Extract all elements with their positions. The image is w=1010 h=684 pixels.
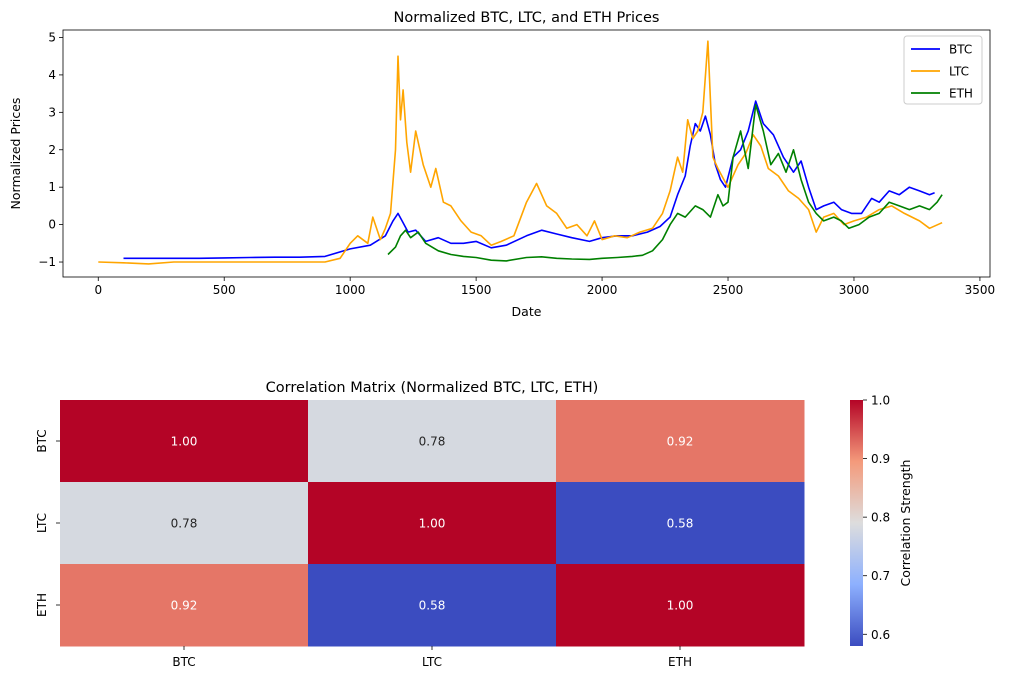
x-tick-label: 2500 — [713, 283, 744, 297]
heatmap-x-label: LTC — [422, 655, 442, 669]
heatmap-cell — [556, 482, 805, 565]
series-line-ltc — [98, 40, 943, 265]
series-group — [98, 40, 943, 265]
heatmap-cell-value: 0.78 — [171, 517, 198, 531]
heatmap-cell-value: 0.92 — [171, 599, 198, 613]
x-tick-label: 3000 — [839, 283, 870, 297]
y-tick-label: 0 — [48, 218, 56, 232]
y-tick-label: −1 — [38, 255, 56, 269]
heatmap-cell — [60, 482, 309, 565]
line-chart-title: Normalized BTC, LTC, and ETH Prices — [394, 10, 660, 26]
heatmap-title: Correlation Matrix (Normalized BTC, LTC,… — [266, 380, 599, 396]
heatmap-cell-value: 0.92 — [667, 435, 694, 449]
legend-label: LTC — [949, 65, 969, 79]
x-tick-label: 2000 — [587, 283, 618, 297]
heatmap-cell — [556, 564, 805, 647]
heatmap-cell — [60, 564, 309, 647]
heatmap-cell — [308, 400, 557, 483]
heatmap-cell-value: 1.00 — [171, 435, 198, 449]
heatmap-cell — [60, 400, 309, 483]
colorbar-tick-label: 1.0 — [871, 394, 890, 408]
y-axis-label: Normalized Prices — [8, 98, 23, 210]
x-tick-label: 1000 — [335, 283, 366, 297]
y-tick-label: 5 — [48, 30, 56, 44]
legend: BTC LTC ETH — [903, 35, 983, 105]
legend-label: ETH — [949, 87, 973, 101]
y-tick-label: 2 — [48, 143, 56, 157]
x-tick-label: 500 — [213, 283, 236, 297]
legend-label: BTC — [949, 43, 972, 57]
line-chart-frame — [62, 29, 991, 278]
heatmap-y-label: BTC — [35, 429, 49, 452]
y-tick-label: 4 — [48, 68, 56, 82]
heatmap-cell-value: 1.00 — [667, 599, 694, 613]
series-line-eth — [387, 104, 943, 262]
heatmap-cell — [308, 564, 557, 647]
x-tick-label: 3500 — [965, 283, 996, 297]
colorbar-gradient — [850, 400, 863, 646]
heatmap-x-label: BTC — [172, 655, 195, 669]
heatmap-cell — [556, 400, 805, 483]
heatmap-cell — [308, 482, 557, 565]
colorbar-label: Correlation Strength — [898, 460, 913, 587]
colorbar-tick-label: 0.7 — [871, 569, 890, 583]
series-line-btc — [123, 100, 935, 260]
colorbar: 0.6 0.7 0.8 0.9 1.0 Correlation Strength — [850, 394, 913, 646]
heatmap: Correlation Matrix (Normalized BTC, LTC,… — [35, 380, 805, 669]
line-chart: 0 500 1000 1500 2000 2500 3000 3500 −1 0 1 2 3 4 5 Norm… — [8, 10, 995, 319]
colorbar-tick-label: 0.8 — [871, 511, 890, 525]
heatmap-cell-value: 0.58 — [667, 517, 694, 531]
heatmap-cell-value: 0.78 — [419, 435, 446, 449]
heatmap-x-label: ETH — [668, 655, 692, 669]
colorbar-tick-label: 0.6 — [871, 628, 890, 642]
y-tick-label: 1 — [48, 180, 56, 194]
heatmap-y-label: ETH — [35, 593, 49, 617]
x-tick-label: 0 — [94, 283, 102, 297]
heatmap-y-label: LTC — [35, 513, 49, 533]
heatmap-cell-value: 1.00 — [419, 517, 446, 531]
x-axis-label: Date — [512, 304, 542, 319]
heatmap-cell-value: 0.58 — [419, 599, 446, 613]
y-tick-label: 3 — [48, 105, 56, 119]
legend-box — [903, 35, 983, 105]
colorbar-tick-label: 0.9 — [871, 452, 890, 466]
x-tick-label: 1500 — [461, 283, 492, 297]
